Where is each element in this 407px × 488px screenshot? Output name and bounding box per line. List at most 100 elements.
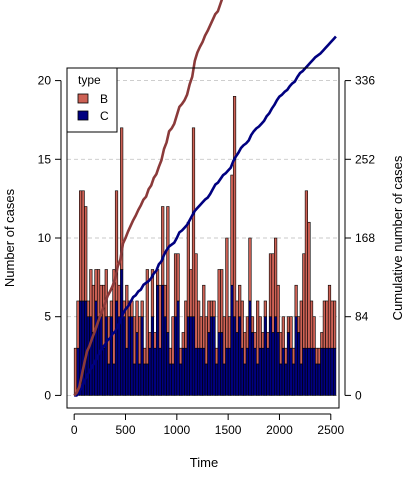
bar-b [76,300,80,349]
bar-c [212,316,216,396]
bar-b [248,237,252,302]
bar-c [261,347,265,396]
bar-b [317,347,321,365]
bar-b [91,284,96,333]
bar-c [168,363,172,396]
bar-b [117,284,121,318]
bar-b [194,253,198,349]
bar-c [299,363,303,396]
cumulative-line-total [73,0,224,397]
bar-b [191,127,196,318]
bar-b [148,332,152,349]
bar-b [256,300,260,365]
bar-c [143,363,147,396]
bar-b [286,316,291,333]
bar-b [212,300,216,318]
y-axis-right-label: Cumulative number of cases [390,155,405,320]
y-tick-label: 10 [38,231,52,245]
bar-c [181,347,185,396]
bar-b [166,206,170,333]
bar-b [230,174,234,286]
bar-b [143,347,147,365]
bar-c [125,347,129,396]
bar-b [245,316,249,349]
bar-c [138,363,142,396]
bar-b [153,332,157,349]
y-right-tick-label: 84 [355,310,369,324]
bar-c [204,363,208,396]
bar-b [86,300,90,318]
bar-b [176,253,180,302]
bar-b [181,332,185,349]
bar-b [297,316,301,333]
bar-b [96,269,101,318]
bar-b [202,284,206,349]
legend-box [66,67,118,133]
bar-c [197,347,201,396]
x-tick-label: 1500 [215,423,242,437]
bar-c [220,332,224,396]
bar-c [268,316,273,396]
bar-c [130,316,134,396]
bar-c [114,300,119,396]
bar-b [140,300,144,318]
bar-c [122,316,126,396]
bar-b [294,284,298,318]
bar-b [163,284,167,318]
x-tick-label: 500 [115,423,135,437]
bar-c [240,347,244,396]
bar-c [194,347,198,396]
bar-c [312,347,316,396]
y-right-tick-label: 252 [355,152,375,166]
bar-b [271,253,275,333]
bar-c [127,316,131,396]
bar-c [202,347,206,396]
bar-c [263,316,267,396]
bar-c [248,300,252,396]
bar-c [166,332,170,396]
bar-c [222,363,226,396]
bar-c [176,300,180,396]
legend-label-b: B [100,92,108,106]
bar-c [163,316,167,396]
bar-b [299,300,303,365]
bar-b [179,347,183,365]
bar-b [330,300,334,349]
bar-c [86,316,90,396]
bar-b [168,347,172,365]
x-tick-label: 2000 [266,423,293,437]
bar-c [161,284,165,396]
bar-c [250,332,255,396]
legend-swatch-c [77,110,89,121]
bar-b [322,300,326,349]
bar-c [327,347,332,396]
bar-c [189,316,193,396]
bar-c [307,347,311,396]
y-tick-label: 20 [38,74,52,88]
bar-b [222,316,226,365]
bar-b [333,300,337,349]
bar-b [209,300,214,318]
legend-title: type [78,73,101,87]
bar-c [238,316,242,396]
bar-b [102,284,106,349]
bar-b [197,300,201,349]
bar-b [304,190,308,349]
bar-c [173,316,178,396]
bar-b [79,190,83,302]
bar-c [99,316,103,396]
bar-c [191,316,196,396]
bar-b [173,253,178,318]
bar-b [325,300,329,349]
bar-c [104,316,108,396]
bar-c [271,332,275,396]
bar-b [274,237,278,318]
bar-c [276,332,280,396]
bar-c [258,347,262,396]
bar-b [199,316,203,349]
bar-c [155,284,160,396]
bar-c [330,347,334,396]
plot-box [66,67,340,409]
x-tick-label: 2500 [317,423,344,437]
bar-b [232,96,237,318]
